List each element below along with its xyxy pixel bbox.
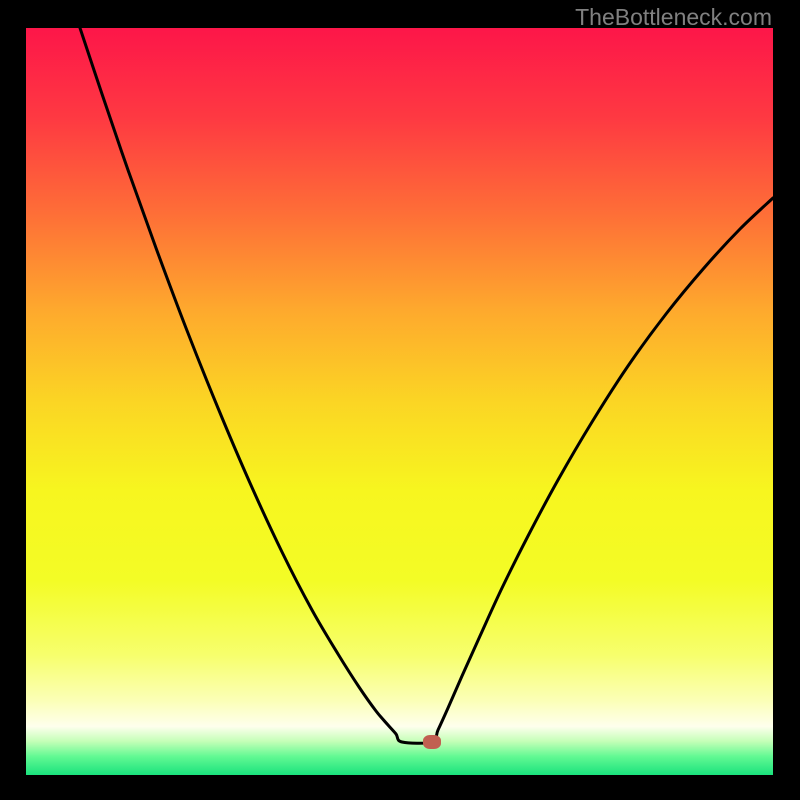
plot-frame — [26, 28, 773, 775]
gradient-background — [26, 28, 773, 775]
optimum-marker — [423, 735, 441, 749]
chart-container: TheBottleneck.com — [0, 0, 800, 800]
watermark-text: TheBottleneck.com — [575, 4, 772, 31]
